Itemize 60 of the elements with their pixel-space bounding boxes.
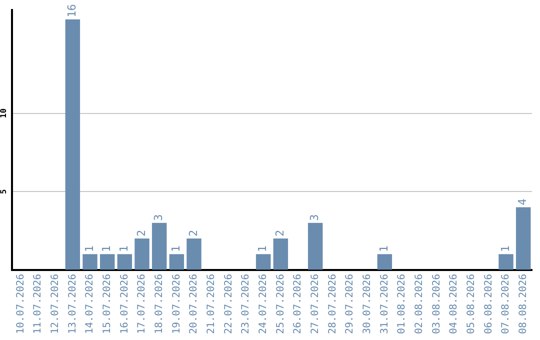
x-tick-label: 06.08.2026 (483, 274, 494, 334)
data-label: 2 (274, 230, 287, 236)
data-label: 1 (100, 246, 114, 252)
data-label: 1 (498, 246, 512, 252)
bar (256, 254, 271, 270)
x-tick-label: 04.08.2026 (448, 274, 460, 334)
x-tick-label: 31.07.2026 (379, 274, 390, 334)
data-label: 1 (82, 246, 96, 252)
data-label: 1 (118, 246, 131, 252)
data-label: 4 (516, 198, 530, 206)
bar (498, 254, 514, 270)
data-label: 3 (152, 214, 166, 221)
y-tick-label: 5 (0, 188, 8, 194)
data-label: 2 (134, 230, 148, 236)
bar (100, 254, 115, 270)
x-tick-label: 02.08.2026 (414, 274, 425, 334)
x-tick-label: 20.07.2026 (188, 274, 200, 334)
x-tick-label: 08.08.2026 (518, 274, 529, 334)
x-tick-label: 16.07.2026 (119, 274, 130, 334)
x-tick-label: 03.08.2026 (431, 274, 442, 334)
bar (134, 238, 150, 270)
bar (273, 238, 288, 270)
x-tick-label: 14.07.2026 (84, 274, 96, 334)
x-tick-label: 11.07.2026 (32, 274, 44, 334)
bar (117, 254, 132, 270)
data-label: 3 (308, 214, 322, 221)
data-label: 2 (186, 230, 200, 236)
y-tick-label: 10 (0, 108, 8, 118)
bar (65, 19, 80, 270)
data-label: 1 (170, 246, 183, 252)
x-tick-label: 21.07.2026 (206, 274, 217, 334)
bar (82, 254, 98, 270)
x-tick-label: 19.07.2026 (171, 274, 182, 334)
bar (169, 254, 184, 270)
x-tick-label: 05.08.2026 (466, 274, 477, 334)
data-label: 1 (256, 246, 270, 252)
x-tick-label: 25.07.2026 (275, 274, 286, 334)
x-tick-label: 27.07.2026 (310, 274, 321, 334)
x-tick-label: 26.07.2026 (292, 274, 304, 334)
data-label: 16 (66, 4, 79, 18)
x-tick-label: 17.07.2026 (136, 274, 148, 334)
x-tick-label: 12.07.2026 (50, 274, 61, 334)
x-tick-label: 23.07.2026 (240, 274, 252, 334)
x-tick-label: 13.07.2026 (67, 274, 78, 334)
x-tick-label: 07.08.2026 (500, 274, 512, 334)
bar (152, 222, 167, 270)
bar (516, 207, 531, 270)
x-tick-label: 15.07.2026 (102, 274, 113, 334)
bar (308, 222, 323, 270)
bar (186, 238, 202, 270)
x-tick-label: 22.07.2026 (223, 274, 234, 334)
x-tick-label: 01.08.2026 (396, 274, 408, 334)
x-tick-label: 28.07.2026 (327, 274, 338, 334)
data-label: 1 (378, 246, 391, 252)
x-tick-label: 29.07.2026 (344, 274, 356, 334)
bar (377, 254, 392, 270)
x-tick-label: 24.07.2026 (258, 274, 269, 334)
x-tick-label: 30.07.2026 (362, 274, 373, 334)
x-tick-label: 18.07.2026 (154, 274, 165, 334)
x-tick-label: 10.07.2026 (15, 274, 26, 334)
